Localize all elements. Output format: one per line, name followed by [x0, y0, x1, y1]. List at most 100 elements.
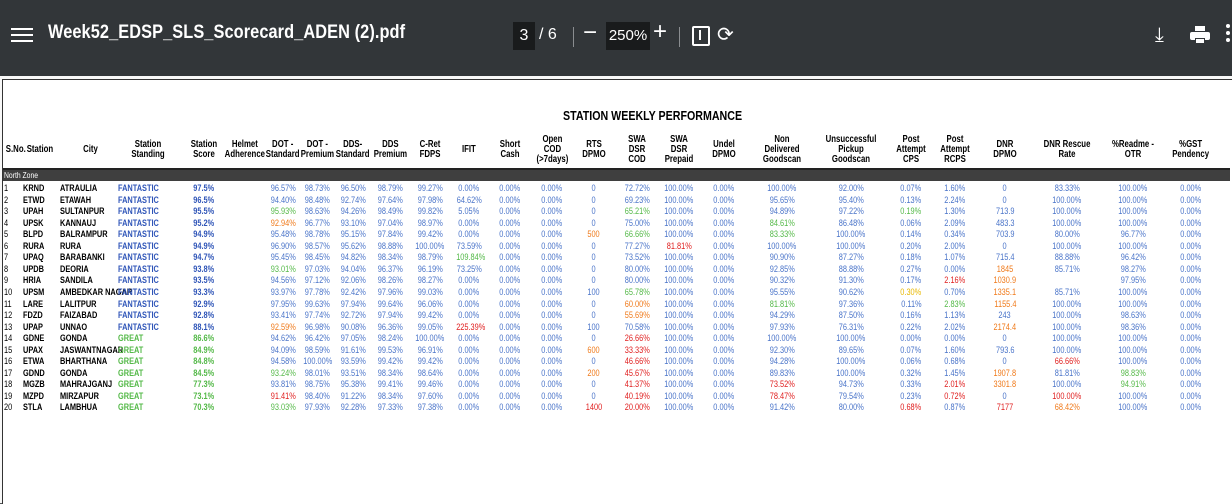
- cell-value: 0.70%: [944, 286, 966, 297]
- cell-value: 100.00%: [664, 379, 694, 390]
- cell-value: 0: [591, 333, 597, 344]
- table-cell: 73.52%: [617, 252, 657, 263]
- table-cell: 94.9%: [186, 241, 222, 252]
- fit-to-page-icon[interactable]: [692, 26, 710, 46]
- cell-value: 84.5%: [193, 367, 215, 378]
- cell-value: 0.00%: [1180, 252, 1202, 263]
- more-options-icon[interactable]: [1226, 24, 1230, 45]
- table-cell: 0: [575, 183, 613, 194]
- station-standing: FANTASTIC: [118, 287, 178, 298]
- cell-value: 99.42%: [417, 310, 443, 321]
- table-cell: 100.00%: [1103, 218, 1163, 229]
- table-cell: 0.00%: [489, 299, 531, 310]
- cell-value: 2.83%: [944, 298, 966, 309]
- column-header-label: DNR DPMO: [993, 139, 1017, 160]
- cell-value: 97.64%: [377, 194, 403, 205]
- column-header-label: SWA DSR COD: [628, 134, 646, 165]
- table-cell: 0.00%: [489, 310, 531, 321]
- cell-value: 0.00%: [1180, 217, 1202, 228]
- table-cell: 0.00%: [701, 322, 747, 333]
- table-cell: [224, 368, 266, 379]
- table-row: 18 MGZB MAHRAJGANJ GREAT 77.3% 93.81% 98.75% 95…: [3, 379, 1230, 390]
- cell-value: 483.3: [995, 217, 1015, 228]
- cell-value: 100.00%: [1118, 194, 1148, 205]
- zoom-level-input[interactable]: 250%: [606, 22, 650, 50]
- table-cell: 95.65%: [751, 195, 813, 206]
- table-cell: 87.50%: [815, 310, 887, 321]
- cell-value: JASWANTNAGAR: [60, 344, 124, 355]
- cell-value: MAHRAJGANJ: [60, 379, 113, 390]
- cell-value: 703.9: [995, 229, 1015, 240]
- cell-value: 95.65%: [769, 194, 795, 205]
- table-cell: 98.79%: [372, 183, 408, 194]
- zoom-in-button[interactable]: +: [653, 18, 668, 45]
- cell-value: 94.29%: [769, 310, 795, 321]
- table-cell: 0.00%: [533, 391, 571, 402]
- table-cell: 2.01%: [933, 379, 977, 390]
- cell-value: 73.59%: [456, 240, 482, 251]
- cell-value: 100.00%: [664, 286, 694, 297]
- table-cell: 3301.8: [981, 379, 1029, 390]
- table-cell: 72.72%: [617, 183, 657, 194]
- cell-value: 100.00%: [415, 240, 445, 251]
- print-icon[interactable]: [1190, 26, 1210, 44]
- table-cell: GONDA: [60, 333, 120, 344]
- column-header-label: Post Attempt CPS: [896, 134, 926, 165]
- table-cell: 92.85%: [751, 264, 813, 275]
- cell-value: 1.60%: [944, 344, 966, 355]
- table-cell: 0: [575, 310, 613, 321]
- table-cell: 100.00%: [659, 356, 699, 367]
- table-cell: 96.42%: [1103, 252, 1163, 263]
- table-cell: 93.03%: [268, 402, 298, 413]
- station-standing: FANTASTIC: [118, 218, 178, 229]
- table-cell: 98.63%: [300, 206, 334, 217]
- table-cell: 98.78%: [300, 229, 334, 240]
- cell-value: 92.28%: [340, 402, 366, 413]
- zoom-out-button[interactable]: −: [583, 19, 598, 46]
- station-standing: FANTASTIC: [118, 252, 178, 263]
- cell-value: 100: [587, 321, 601, 332]
- station-standing: FANTASTIC: [118, 183, 178, 194]
- table-cell: UNNAO: [60, 322, 120, 333]
- cell-value: 0.87%: [944, 402, 966, 413]
- cell-value: 0: [591, 194, 597, 205]
- cell-value: 0.00%: [458, 298, 480, 309]
- table-cell: [224, 322, 266, 333]
- table-cell: 0.00%: [489, 241, 531, 252]
- table-cell: 95.48%: [268, 229, 298, 240]
- page-number-input[interactable]: 3: [513, 22, 535, 50]
- cell-value: 715.4: [995, 252, 1015, 263]
- cell-value: 0.00%: [713, 286, 735, 297]
- cell-value: 97.05%: [340, 333, 366, 344]
- table-cell: 79.54%: [815, 391, 887, 402]
- table-row: 20 STLA LAMBHUA GREAT 70.3% 93.03% 97.93% 92.28…: [3, 402, 1230, 413]
- cell-value: 97.60%: [417, 390, 443, 401]
- table-cell: 2.24%: [933, 195, 977, 206]
- cell-value: 99.05%: [417, 321, 443, 332]
- cell-value: 89.83%: [769, 367, 795, 378]
- cell-value: 0.00%: [713, 298, 735, 309]
- cell-value: 92.8%: [193, 310, 215, 321]
- cell-value: 100.00%: [1118, 217, 1148, 228]
- cell-value: 0: [1002, 356, 1008, 367]
- table-cell: 93.10%: [336, 218, 370, 229]
- menu-icon[interactable]: [11, 25, 33, 45]
- table-cell: LAMBHUA: [60, 402, 120, 413]
- table-cell: 0.00%: [533, 195, 571, 206]
- download-icon[interactable]: ⤓: [1155, 24, 1164, 46]
- table-cell: 92.72%: [336, 310, 370, 321]
- cell-value: 92.30%: [769, 344, 795, 355]
- rotate-icon[interactable]: ⟳: [717, 24, 734, 46]
- cell-value: 0.00%: [541, 344, 563, 355]
- table-cell: 16: [4, 356, 24, 367]
- table-cell: 68.42%: [1033, 402, 1101, 413]
- column-header: DNR Rescue Rate: [1033, 134, 1101, 166]
- table-cell: 100.00%: [815, 241, 887, 252]
- cell-value: 17: [4, 367, 13, 378]
- cell-value: 11: [4, 298, 12, 309]
- cell-value: 90.62%: [838, 286, 864, 297]
- cell-value: 98.49%: [377, 206, 403, 217]
- table-cell: 91.30%: [815, 275, 887, 286]
- cell-value: 96.57%: [270, 183, 296, 193]
- cell-value: 98.63%: [304, 206, 330, 217]
